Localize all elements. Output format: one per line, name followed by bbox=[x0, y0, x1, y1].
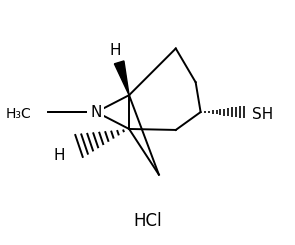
Text: H: H bbox=[109, 43, 121, 58]
Text: H₃C: H₃C bbox=[6, 107, 32, 121]
Text: HCl: HCl bbox=[134, 212, 162, 230]
Polygon shape bbox=[114, 61, 129, 95]
Text: H: H bbox=[54, 148, 65, 163]
Text: N: N bbox=[91, 105, 102, 120]
Text: SH: SH bbox=[252, 107, 273, 122]
